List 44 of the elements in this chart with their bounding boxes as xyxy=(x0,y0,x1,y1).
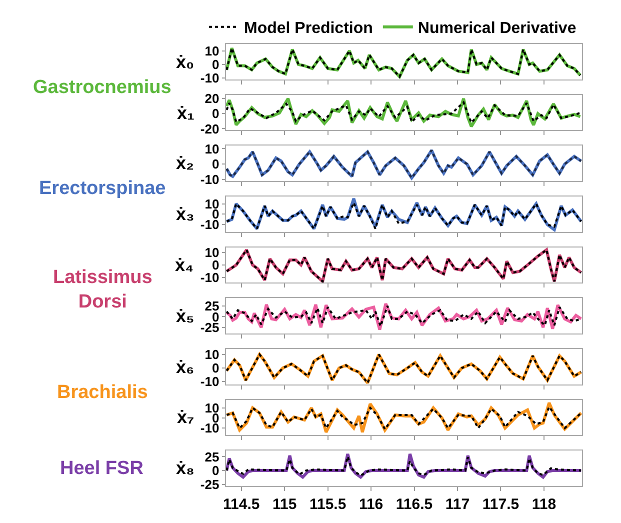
legend-label: Numerical Derivative xyxy=(418,20,576,38)
x-tick-label: 114.5 xyxy=(223,496,260,513)
y-tick-label: -10 xyxy=(200,374,220,390)
y-tick-label: 25 xyxy=(204,449,220,464)
y-axis-title: ẋ₁ xyxy=(177,103,194,123)
y-tick-label: -10 xyxy=(200,172,220,188)
y-axis-title: ẋ₈ xyxy=(176,458,194,478)
x-tick-label: 116 xyxy=(358,496,384,513)
y-tick-label: 10 xyxy=(204,141,220,156)
y-tick-label: 10 xyxy=(204,346,220,362)
y-tick-label: 0 xyxy=(212,156,220,172)
y-axis-title: ẋ₀ xyxy=(176,52,194,72)
x-tick-label: 117.5 xyxy=(482,496,520,513)
y-tick-label: 0 xyxy=(212,106,220,122)
y-tick-label: 20 xyxy=(204,91,220,106)
y-tick-label: -10 xyxy=(200,270,220,286)
y-tick-label: 25 xyxy=(204,298,220,314)
y-tick-label: 0 xyxy=(212,56,220,72)
y-tick-label: -10 xyxy=(200,70,220,86)
y-tick-label: 10 xyxy=(204,43,220,58)
x-tick-label: 115 xyxy=(272,496,297,513)
legend-label: Model Prediction xyxy=(244,20,373,38)
y-axis-title: ẋ₆ xyxy=(176,357,194,377)
y-axis-title: ẋ₃ xyxy=(176,204,194,224)
x-tick-label: 118 xyxy=(532,496,556,513)
y-tick-label: 0 xyxy=(212,463,220,478)
x-tick-label: 117 xyxy=(445,496,470,513)
y-axis-title: ẋ₂ xyxy=(176,153,194,173)
y-axis-title: ẋ₄ xyxy=(175,255,194,275)
y-tick-label: 0 xyxy=(212,360,220,376)
text: Gastrocnemius xyxy=(33,77,172,98)
y-axis-title: ẋ₇ xyxy=(177,407,194,427)
text: Heel FSR xyxy=(60,458,144,479)
y-tick-label: -25 xyxy=(200,320,220,336)
y-axis-title: ẋ₅ xyxy=(176,306,194,326)
x-tick-label: 116.5 xyxy=(396,496,433,513)
text: Erectorspinae xyxy=(39,178,166,199)
text: Brachialis xyxy=(57,382,148,403)
y-tick-label: -20 xyxy=(200,121,220,136)
text: Latissimus Dorsi xyxy=(53,267,152,313)
y-tick-label: -25 xyxy=(200,476,220,492)
x-tick-label: 115.5 xyxy=(309,496,346,513)
y-tick-label: 0 xyxy=(212,258,220,273)
y-tick-label: 10 xyxy=(204,244,220,260)
